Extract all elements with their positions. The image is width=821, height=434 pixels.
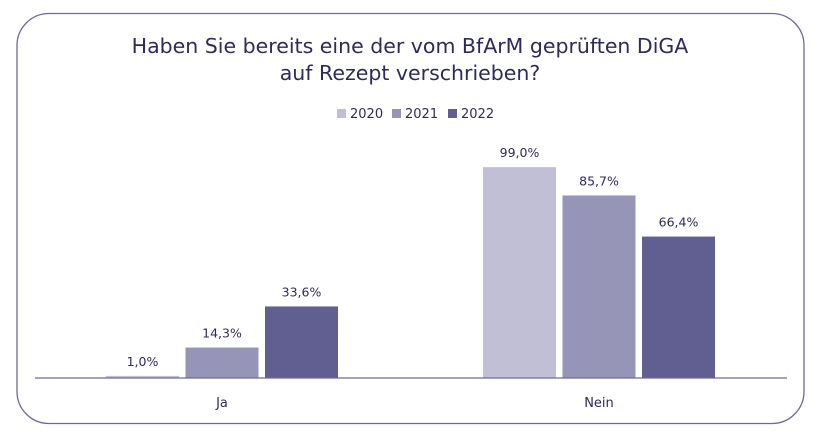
legend-label-2022: 2022 [461,107,494,122]
data-label-ja-2021: 14,3% [202,326,242,341]
data-label-ja-2022: 33,6% [282,284,322,299]
chart-title-line-1: Haben Sie bereits eine der vom BfArM gep… [132,34,689,58]
legend-swatch-2022 [448,109,457,118]
data-label-nein-2021: 85,7% [579,173,619,188]
bars: 1,0% 14,3% 33,6% 99,0% 85,7% 66,4% [106,145,715,378]
legend-swatch-2020 [337,109,346,118]
chart-title-line-2: auf Rezept verschrieben? [280,61,541,85]
x-tick-label: Nein [584,396,614,411]
bar-ja-2021 [185,347,259,378]
bar-nein-2021 [562,195,636,378]
legend-label-2021: 2021 [405,107,438,122]
chart-frame [16,12,805,425]
bar-ja-2020 [106,375,179,378]
bar-nein-2020 [483,167,556,378]
legend: 2020 2021 2022 [337,107,494,122]
bar-nein-2022 [642,236,715,378]
legend-label-2020: 2020 [350,107,383,122]
legend-swatch-2021 [392,109,401,118]
data-label-ja-2020: 1,0% [127,354,159,369]
data-label-nein-2022: 66,4% [659,215,699,230]
x-tick-label: Ja [215,396,228,411]
bar-ja-2022 [265,306,338,378]
data-label-nein-2020: 99,0% [500,145,540,160]
x-tick-labels: Ja Nein [215,396,614,411]
